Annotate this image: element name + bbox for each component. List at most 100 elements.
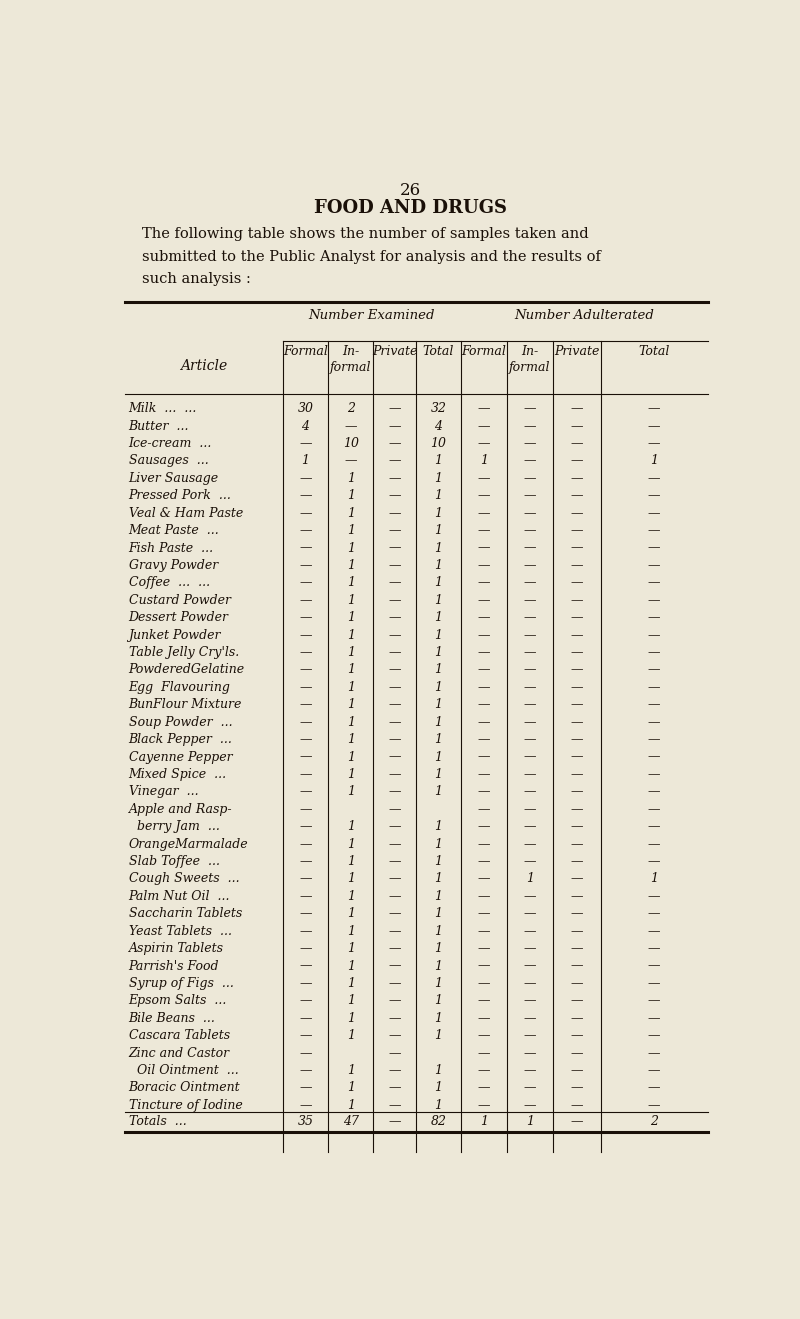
Text: 1: 1 <box>434 907 442 921</box>
Text: —: — <box>524 820 536 834</box>
Text: —: — <box>648 820 661 834</box>
Text: —: — <box>478 768 490 781</box>
Text: —: — <box>571 1064 583 1078</box>
Text: 1: 1 <box>346 681 354 694</box>
Text: —: — <box>524 681 536 694</box>
Text: Pressed Pork  ...: Pressed Pork ... <box>129 489 231 503</box>
Text: 1: 1 <box>346 506 354 520</box>
Text: —: — <box>299 977 312 991</box>
Text: —: — <box>648 1029 661 1042</box>
Text: —: — <box>571 1047 583 1059</box>
Text: 1: 1 <box>434 455 442 467</box>
Text: 1: 1 <box>434 1064 442 1078</box>
Text: —: — <box>478 959 490 972</box>
Text: 1: 1 <box>346 472 354 485</box>
Text: —: — <box>571 681 583 694</box>
Text: —: — <box>648 716 661 728</box>
Text: —: — <box>524 542 536 554</box>
Text: Total: Total <box>423 346 454 359</box>
Text: Syrup of Figs  ...: Syrup of Figs ... <box>129 977 234 991</box>
Text: —: — <box>389 716 401 728</box>
Text: —: — <box>478 1099 490 1112</box>
Text: —: — <box>648 855 661 868</box>
Text: —: — <box>478 663 490 677</box>
Text: —: — <box>648 1064 661 1078</box>
Text: —: — <box>299 698 312 711</box>
Text: PowderedGelatine: PowderedGelatine <box>129 663 245 677</box>
Text: —: — <box>299 559 312 572</box>
Text: —: — <box>648 681 661 694</box>
Text: —: — <box>571 785 583 798</box>
Text: 1: 1 <box>434 506 442 520</box>
Text: Butter  ...: Butter ... <box>129 419 189 433</box>
Text: —: — <box>299 629 312 641</box>
Text: —: — <box>648 768 661 781</box>
Text: —: — <box>571 1082 583 1095</box>
Text: —: — <box>299 1012 312 1025</box>
Text: —: — <box>524 855 536 868</box>
Text: —: — <box>571 437 583 450</box>
Text: 4: 4 <box>434 419 442 433</box>
Text: —: — <box>299 506 312 520</box>
Text: —: — <box>648 506 661 520</box>
Text: 10: 10 <box>430 437 446 450</box>
Text: Custard Powder: Custard Powder <box>129 594 230 607</box>
Text: —: — <box>478 646 490 660</box>
Text: —: — <box>648 1012 661 1025</box>
Text: —: — <box>389 959 401 972</box>
Text: —: — <box>524 646 536 660</box>
Text: 1: 1 <box>434 576 442 590</box>
Text: —: — <box>524 611 536 624</box>
Text: —: — <box>478 872 490 885</box>
Text: Cayenne Pepper: Cayenne Pepper <box>129 751 232 764</box>
Text: 1: 1 <box>302 455 310 467</box>
Text: OrangeMarmalade: OrangeMarmalade <box>129 838 248 851</box>
Text: —: — <box>299 925 312 938</box>
Text: —: — <box>524 1082 536 1095</box>
Text: 1: 1 <box>434 542 442 554</box>
Text: —: — <box>571 698 583 711</box>
Text: 1: 1 <box>434 663 442 677</box>
Text: 1: 1 <box>346 768 354 781</box>
Text: Totals  ...: Totals ... <box>129 1116 186 1129</box>
Text: —: — <box>648 785 661 798</box>
Text: Formal: Formal <box>462 346 506 359</box>
Text: —: — <box>389 907 401 921</box>
Text: —: — <box>299 995 312 1008</box>
Text: —: — <box>345 419 357 433</box>
Text: —: — <box>478 611 490 624</box>
Text: —: — <box>524 489 536 503</box>
Text: —: — <box>389 542 401 554</box>
Text: —: — <box>299 524 312 537</box>
Text: —: — <box>389 1116 401 1129</box>
Text: —: — <box>524 751 536 764</box>
Text: 1: 1 <box>346 820 354 834</box>
Text: —: — <box>478 977 490 991</box>
Text: —: — <box>524 437 536 450</box>
Text: —: — <box>389 751 401 764</box>
Text: 1: 1 <box>346 1012 354 1025</box>
Text: —: — <box>571 1099 583 1112</box>
Text: —: — <box>524 1064 536 1078</box>
Text: —: — <box>389 681 401 694</box>
Text: —: — <box>478 1047 490 1059</box>
Text: —: — <box>299 472 312 485</box>
Text: In-
formal: In- formal <box>510 346 550 375</box>
Text: —: — <box>299 907 312 921</box>
Text: —: — <box>299 663 312 677</box>
Text: —: — <box>524 594 536 607</box>
Text: Vinegar  ...: Vinegar ... <box>129 785 198 798</box>
Text: 1: 1 <box>346 1029 354 1042</box>
Text: Dessert Powder: Dessert Powder <box>129 611 229 624</box>
Text: —: — <box>299 785 312 798</box>
Text: Cough Sweets  ...: Cough Sweets ... <box>129 872 239 885</box>
Text: Private: Private <box>554 346 600 359</box>
Text: —: — <box>299 838 312 851</box>
Text: —: — <box>389 594 401 607</box>
Text: —: — <box>389 1082 401 1095</box>
Text: —: — <box>571 594 583 607</box>
Text: 1: 1 <box>434 942 442 955</box>
Text: —: — <box>299 542 312 554</box>
Text: —: — <box>524 838 536 851</box>
Text: —: — <box>648 419 661 433</box>
